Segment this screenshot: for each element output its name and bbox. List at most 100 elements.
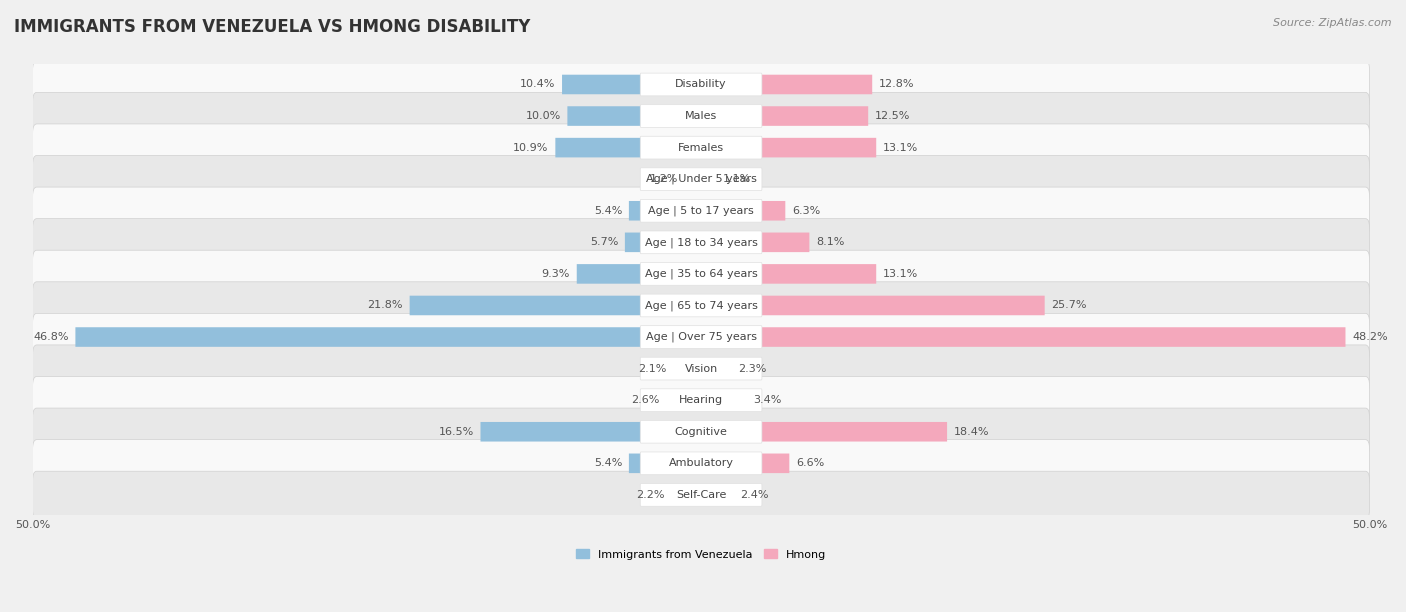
FancyBboxPatch shape [702,359,733,378]
Text: 1.2%: 1.2% [650,174,678,184]
FancyBboxPatch shape [32,439,1369,487]
FancyBboxPatch shape [640,452,762,475]
Text: Age | 5 to 17 years: Age | 5 to 17 years [648,206,754,216]
FancyBboxPatch shape [555,138,702,157]
FancyBboxPatch shape [568,106,702,126]
Text: 2.3%: 2.3% [738,364,766,373]
FancyBboxPatch shape [32,282,1369,329]
Text: 25.7%: 25.7% [1052,300,1087,310]
FancyBboxPatch shape [624,233,702,252]
FancyBboxPatch shape [702,201,786,220]
Text: 10.9%: 10.9% [513,143,548,152]
FancyBboxPatch shape [640,136,762,159]
FancyBboxPatch shape [640,263,762,285]
Text: 9.3%: 9.3% [541,269,569,279]
Text: Age | Under 5 years: Age | Under 5 years [645,174,756,184]
Text: Males: Males [685,111,717,121]
FancyBboxPatch shape [702,422,948,441]
Text: 12.8%: 12.8% [879,80,914,89]
FancyBboxPatch shape [640,483,762,506]
FancyBboxPatch shape [32,250,1369,297]
Text: 46.8%: 46.8% [34,332,69,342]
FancyBboxPatch shape [32,61,1369,108]
FancyBboxPatch shape [32,313,1369,360]
Text: 3.4%: 3.4% [754,395,782,405]
FancyBboxPatch shape [32,124,1369,171]
FancyBboxPatch shape [32,187,1369,234]
Text: 6.3%: 6.3% [792,206,820,216]
FancyBboxPatch shape [702,296,1045,315]
FancyBboxPatch shape [640,357,762,380]
Text: 2.2%: 2.2% [637,490,665,500]
FancyBboxPatch shape [640,168,762,190]
FancyBboxPatch shape [32,92,1369,140]
FancyBboxPatch shape [640,105,762,127]
FancyBboxPatch shape [640,294,762,317]
FancyBboxPatch shape [640,73,762,96]
Text: 16.5%: 16.5% [439,427,474,437]
Text: Age | Over 75 years: Age | Over 75 years [645,332,756,342]
FancyBboxPatch shape [640,420,762,443]
Text: 8.1%: 8.1% [815,237,845,247]
FancyBboxPatch shape [32,376,1369,424]
FancyBboxPatch shape [562,75,702,94]
Text: 13.1%: 13.1% [883,143,918,152]
FancyBboxPatch shape [32,408,1369,455]
Text: 5.4%: 5.4% [593,458,623,468]
Text: 2.1%: 2.1% [638,364,666,373]
Text: Age | 65 to 74 years: Age | 65 to 74 years [644,300,758,311]
Text: 10.0%: 10.0% [526,111,561,121]
FancyBboxPatch shape [32,345,1369,392]
Text: Self-Care: Self-Care [676,490,727,500]
FancyBboxPatch shape [628,201,702,220]
FancyBboxPatch shape [640,389,762,411]
FancyBboxPatch shape [673,359,702,378]
FancyBboxPatch shape [672,485,702,505]
Text: Vision: Vision [685,364,717,373]
Text: Source: ZipAtlas.com: Source: ZipAtlas.com [1274,18,1392,28]
Text: 1.1%: 1.1% [723,174,751,184]
Text: Females: Females [678,143,724,152]
FancyBboxPatch shape [76,327,702,347]
FancyBboxPatch shape [702,233,810,252]
Text: Cognitive: Cognitive [675,427,727,437]
Text: 5.4%: 5.4% [593,206,623,216]
Text: 2.6%: 2.6% [631,395,659,405]
Text: Ambulatory: Ambulatory [669,458,734,468]
Text: Age | 18 to 34 years: Age | 18 to 34 years [644,237,758,248]
FancyBboxPatch shape [702,327,1346,347]
FancyBboxPatch shape [702,75,872,94]
Text: 18.4%: 18.4% [953,427,990,437]
FancyBboxPatch shape [32,218,1369,266]
Legend: Immigrants from Venezuela, Hmong: Immigrants from Venezuela, Hmong [571,545,831,564]
FancyBboxPatch shape [640,200,762,222]
FancyBboxPatch shape [481,422,702,441]
FancyBboxPatch shape [702,106,868,126]
Text: 12.5%: 12.5% [875,111,910,121]
Text: Age | 35 to 64 years: Age | 35 to 64 years [645,269,758,279]
FancyBboxPatch shape [409,296,702,315]
FancyBboxPatch shape [640,231,762,254]
FancyBboxPatch shape [666,390,702,410]
Text: 6.6%: 6.6% [796,458,824,468]
Text: 10.4%: 10.4% [520,80,555,89]
Text: 48.2%: 48.2% [1353,332,1388,342]
Text: 21.8%: 21.8% [367,300,404,310]
FancyBboxPatch shape [685,170,702,189]
Text: 5.7%: 5.7% [591,237,619,247]
FancyBboxPatch shape [32,471,1369,518]
FancyBboxPatch shape [702,485,733,505]
Text: IMMIGRANTS FROM VENEZUELA VS HMONG DISABILITY: IMMIGRANTS FROM VENEZUELA VS HMONG DISAB… [14,18,530,36]
FancyBboxPatch shape [628,453,702,473]
FancyBboxPatch shape [702,138,876,157]
Text: 2.4%: 2.4% [740,490,768,500]
Text: Hearing: Hearing [679,395,723,405]
FancyBboxPatch shape [640,326,762,348]
FancyBboxPatch shape [702,453,789,473]
FancyBboxPatch shape [576,264,702,284]
FancyBboxPatch shape [702,170,716,189]
FancyBboxPatch shape [32,155,1369,203]
FancyBboxPatch shape [702,390,747,410]
FancyBboxPatch shape [702,264,876,284]
Text: 13.1%: 13.1% [883,269,918,279]
